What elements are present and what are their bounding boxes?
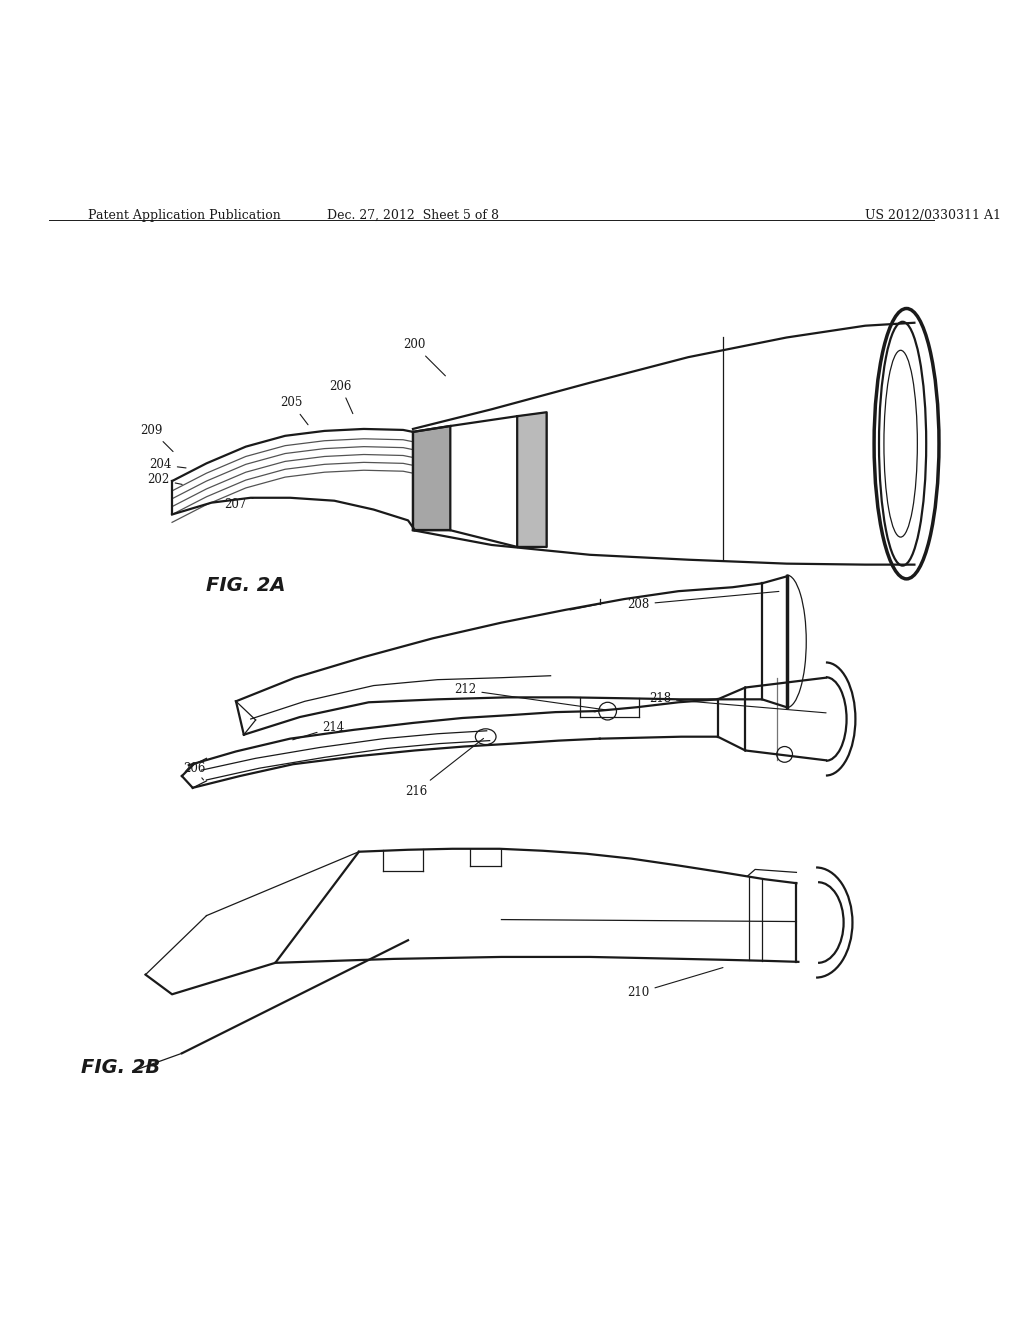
Text: 214: 214 [293, 721, 345, 739]
Text: 204: 204 [150, 458, 186, 471]
Text: FIG. 2A: FIG. 2A [207, 576, 286, 595]
Polygon shape [413, 426, 451, 531]
Text: 210: 210 [628, 968, 723, 999]
Text: 216: 216 [406, 738, 483, 797]
Text: 218: 218 [649, 692, 826, 713]
Text: 208: 208 [628, 591, 779, 611]
Text: Patent Application Publication: Patent Application Publication [88, 209, 282, 222]
Text: 205: 205 [281, 396, 308, 425]
Text: FIG. 2B: FIG. 2B [81, 1057, 160, 1077]
Text: 212: 212 [455, 684, 605, 710]
Text: 200: 200 [403, 338, 445, 376]
Text: US 2012/0330311 A1: US 2012/0330311 A1 [865, 209, 1001, 222]
Text: 207: 207 [224, 498, 254, 511]
Polygon shape [517, 412, 547, 546]
Text: 209: 209 [140, 424, 173, 451]
Text: Dec. 27, 2012  Sheet 5 of 8: Dec. 27, 2012 Sheet 5 of 8 [327, 209, 499, 222]
Text: 206: 206 [330, 380, 353, 413]
Text: 202: 202 [147, 473, 182, 486]
Text: 206: 206 [183, 762, 205, 780]
